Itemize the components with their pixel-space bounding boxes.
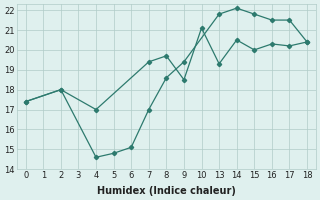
X-axis label: Humidex (Indice chaleur): Humidex (Indice chaleur) xyxy=(97,186,236,196)
